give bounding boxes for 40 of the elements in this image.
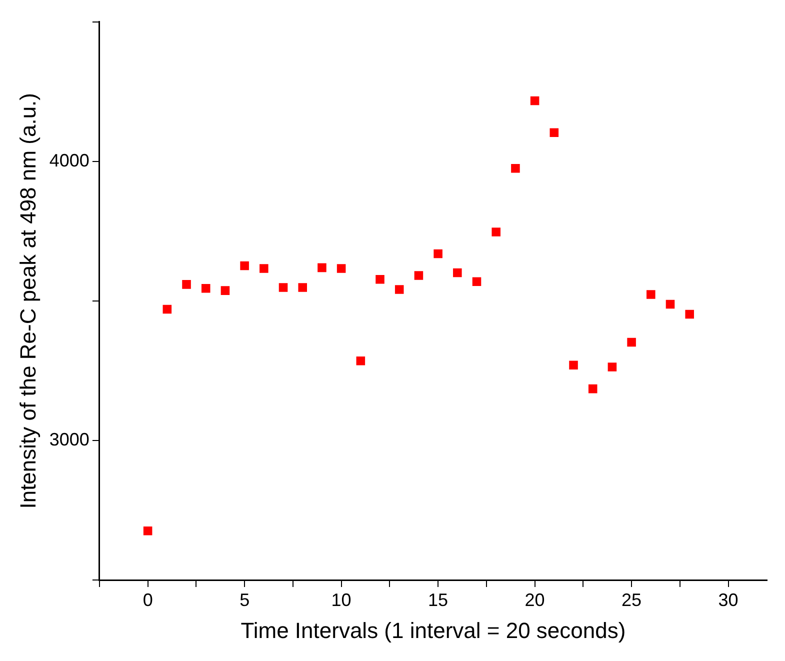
point [182, 280, 191, 289]
point [550, 128, 559, 137]
x-tick-label: 10 [331, 590, 352, 610]
point [608, 362, 617, 372]
point [627, 338, 636, 347]
point [646, 290, 656, 299]
x-tick-label: 20 [524, 590, 545, 610]
x-tick-label: 30 [718, 590, 738, 610]
point [511, 164, 520, 173]
point [298, 283, 307, 292]
point [318, 263, 326, 272]
point [530, 96, 540, 106]
point [356, 356, 366, 366]
point [394, 285, 404, 294]
point [414, 271, 424, 280]
point [453, 268, 462, 278]
x-tick-label: 5 [240, 590, 250, 610]
point [666, 300, 675, 309]
y-tick-label: 3000 [49, 429, 90, 450]
point [376, 275, 384, 284]
point [569, 360, 578, 370]
point [685, 310, 694, 319]
point [260, 264, 268, 273]
x-axis-title: Time Intervals (1 interval = 20 seconds) [240, 618, 626, 643]
point [278, 283, 288, 292]
point [472, 277, 482, 286]
y-axis-title: Intensity of the Re-C peak at 498 nm (a.u.) [15, 93, 40, 509]
point [588, 384, 598, 394]
point [162, 304, 172, 314]
point [434, 249, 442, 258]
point [220, 286, 230, 295]
point [336, 264, 346, 273]
point [143, 526, 152, 536]
x-tick-label: 15 [428, 590, 448, 610]
x-tick-label: 25 [622, 590, 642, 610]
point [492, 228, 500, 236]
x-tick-label: 0 [142, 590, 153, 610]
y-tick-label: 4000 [49, 150, 90, 170]
point [240, 261, 249, 270]
point [201, 284, 210, 293]
